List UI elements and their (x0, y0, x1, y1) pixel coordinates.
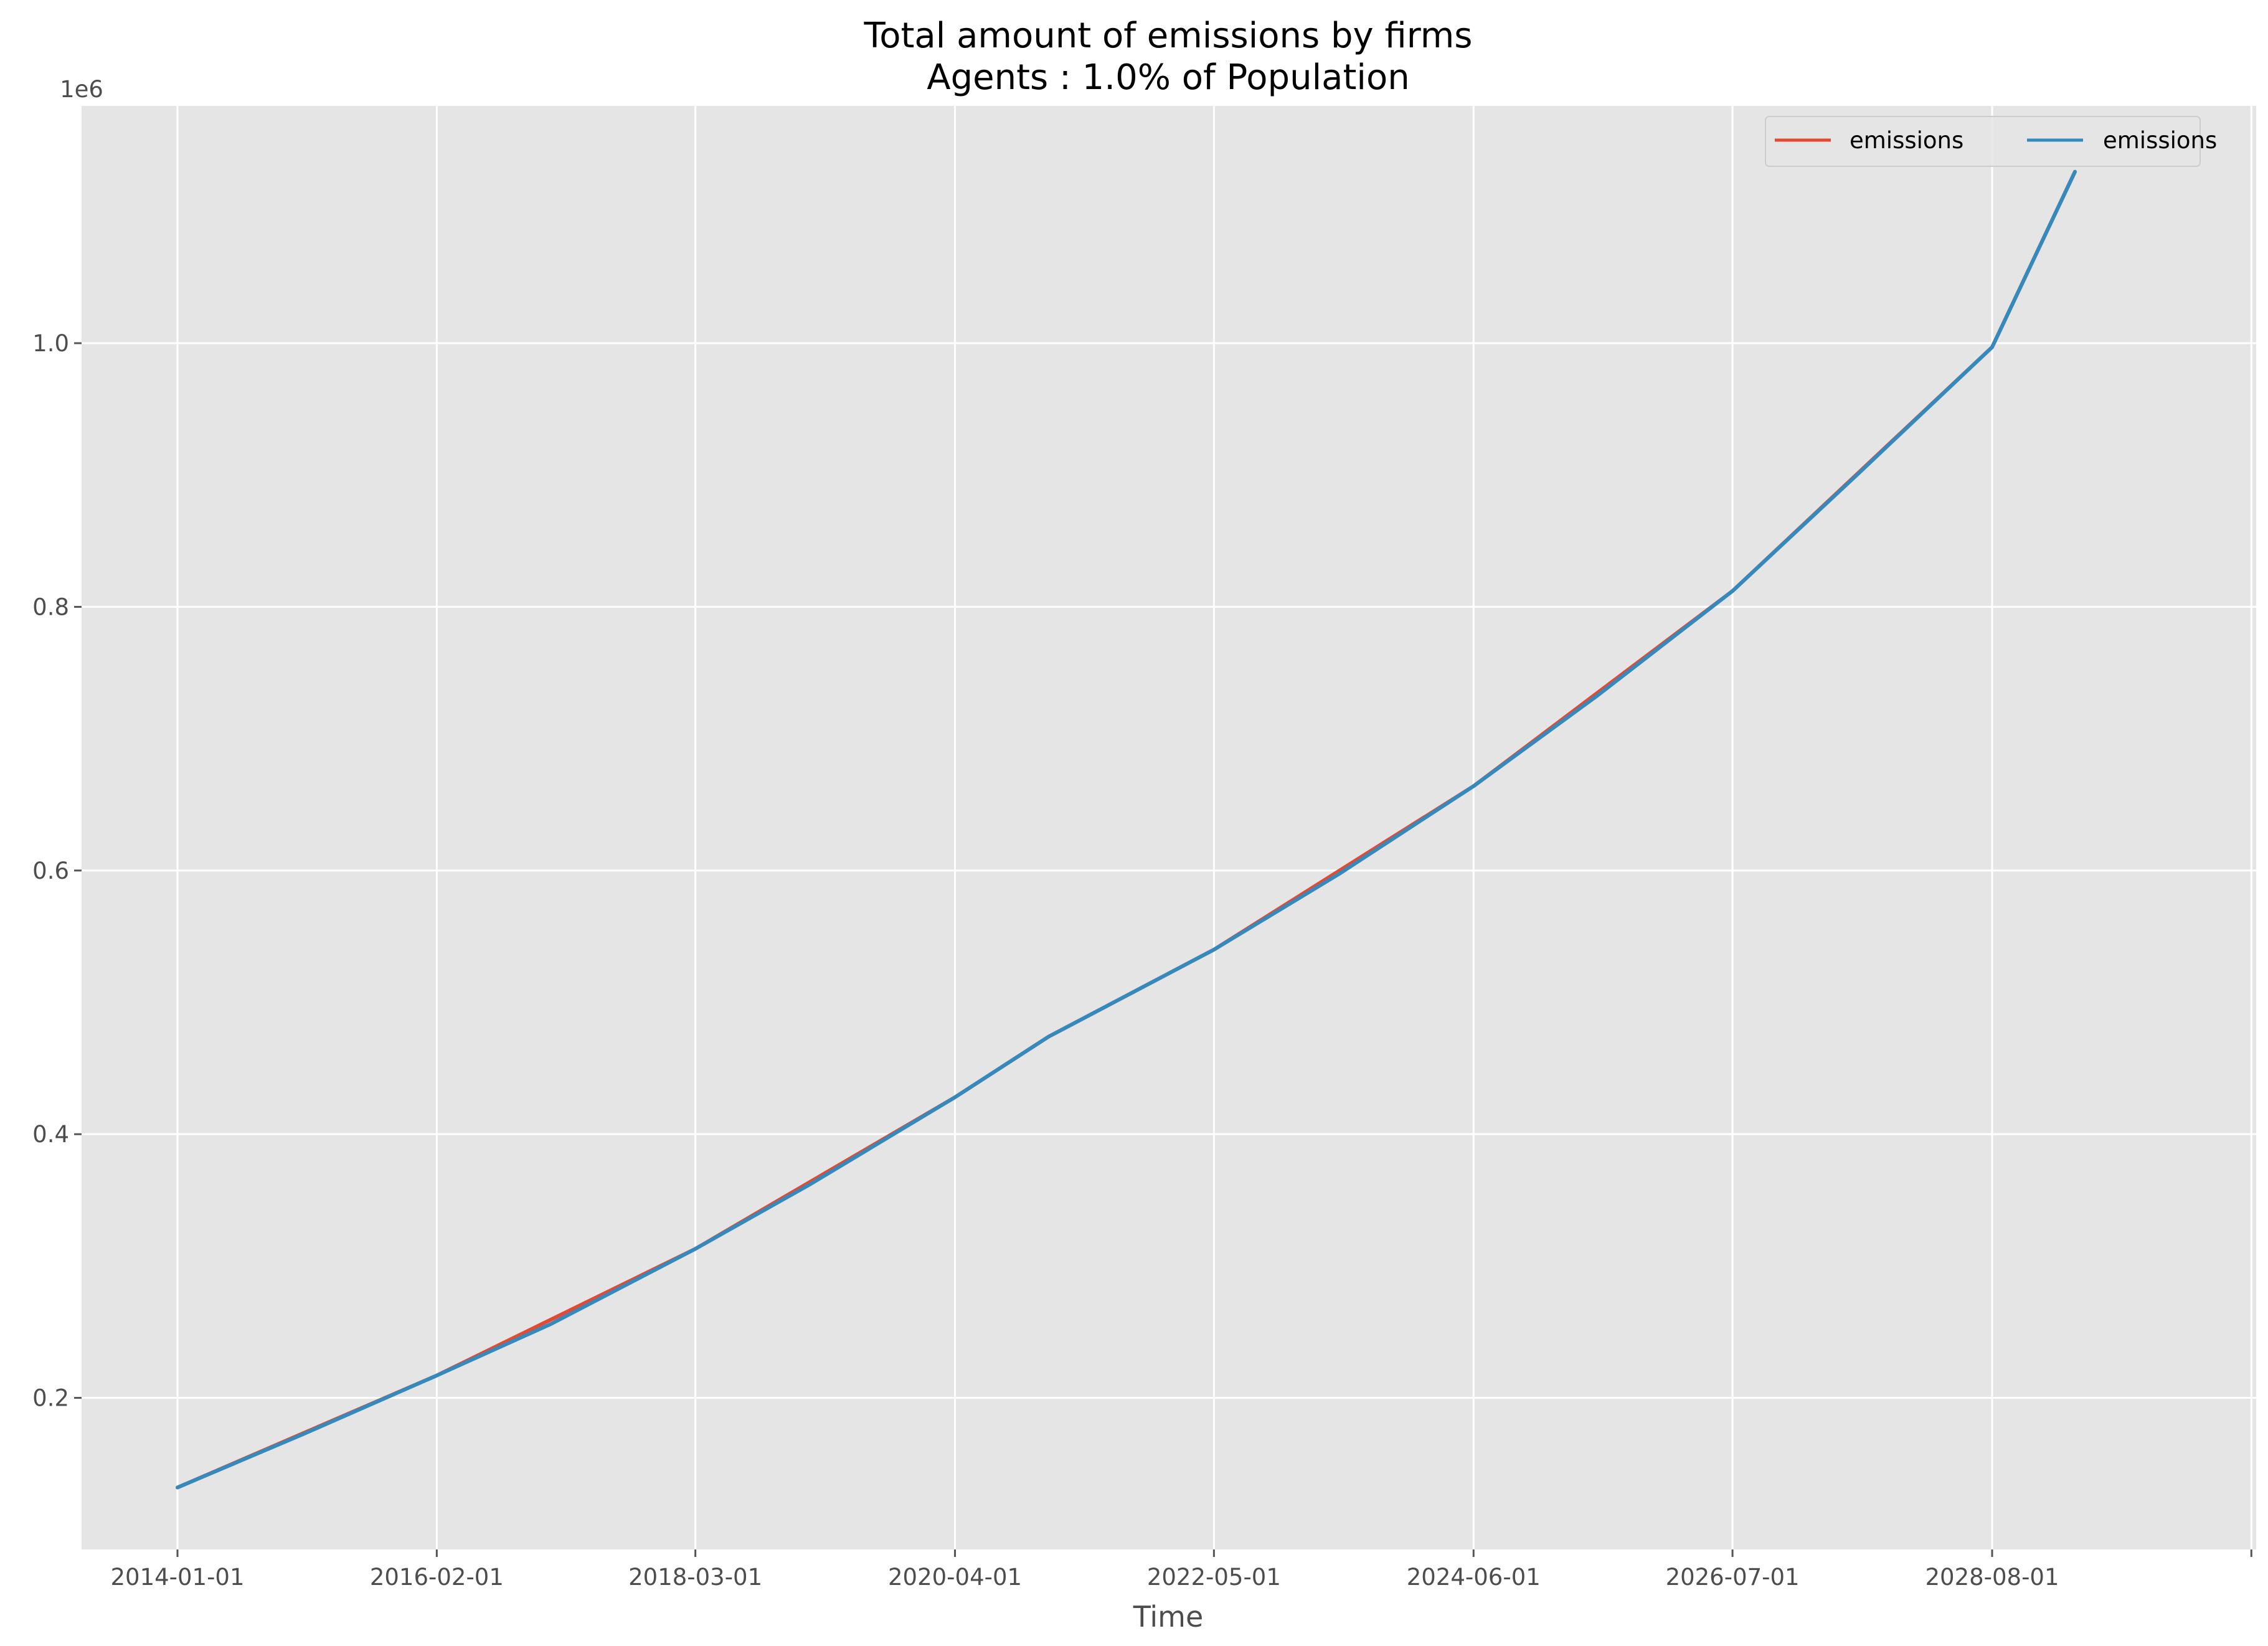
x-tick-label: 2024-06-01 (1407, 1564, 1541, 1591)
x-tick-label: 2028-08-01 (1925, 1564, 2059, 1591)
y-tick-label: 0.6 (32, 858, 69, 884)
x-axis-label: Time (1133, 1600, 1204, 1634)
y-axis-ticks: 0.2 0.4 0.6 0.8 1.0 (32, 330, 82, 1412)
legend-label-emissions-red: emissions (1850, 127, 1963, 154)
x-tick-label: 2026-07-01 (1666, 1564, 1800, 1591)
y-offset-text: 1e6 (60, 76, 103, 103)
x-tick-label: 2014-01-01 (110, 1564, 244, 1591)
y-tick-label: 1.0 (32, 330, 69, 357)
series-lines (176, 169, 2077, 1490)
y-tick-label: 0.2 (32, 1385, 69, 1412)
grid-lines (82, 106, 2256, 1549)
x-axis-ticks: 2014-01-01 2016-02-01 2018-03-01 2020-04-01… (110, 1549, 2252, 1591)
x-tick-label: 2020-04-01 (888, 1564, 1022, 1591)
legend: emissions emissions (1765, 116, 2217, 167)
x-tick-label: 2016-02-01 (370, 1564, 504, 1591)
y-tick-label: 0.4 (32, 1121, 69, 1148)
plot-area (82, 106, 2256, 1549)
x-tick-label: 2022-05-01 (1147, 1564, 1281, 1591)
y-tick-label: 0.8 (32, 594, 69, 620)
legend-box (1765, 116, 2201, 167)
x-tick-label: 2018-03-01 (628, 1564, 762, 1591)
series-line-emissions-blue (176, 169, 2077, 1490)
legend-label-emissions-blue: emissions (2103, 127, 2217, 154)
chart-title: Total amount of emissions by firms (864, 16, 1473, 56)
chart-subtitle: Agents : 1.0% of Population (927, 57, 1409, 98)
